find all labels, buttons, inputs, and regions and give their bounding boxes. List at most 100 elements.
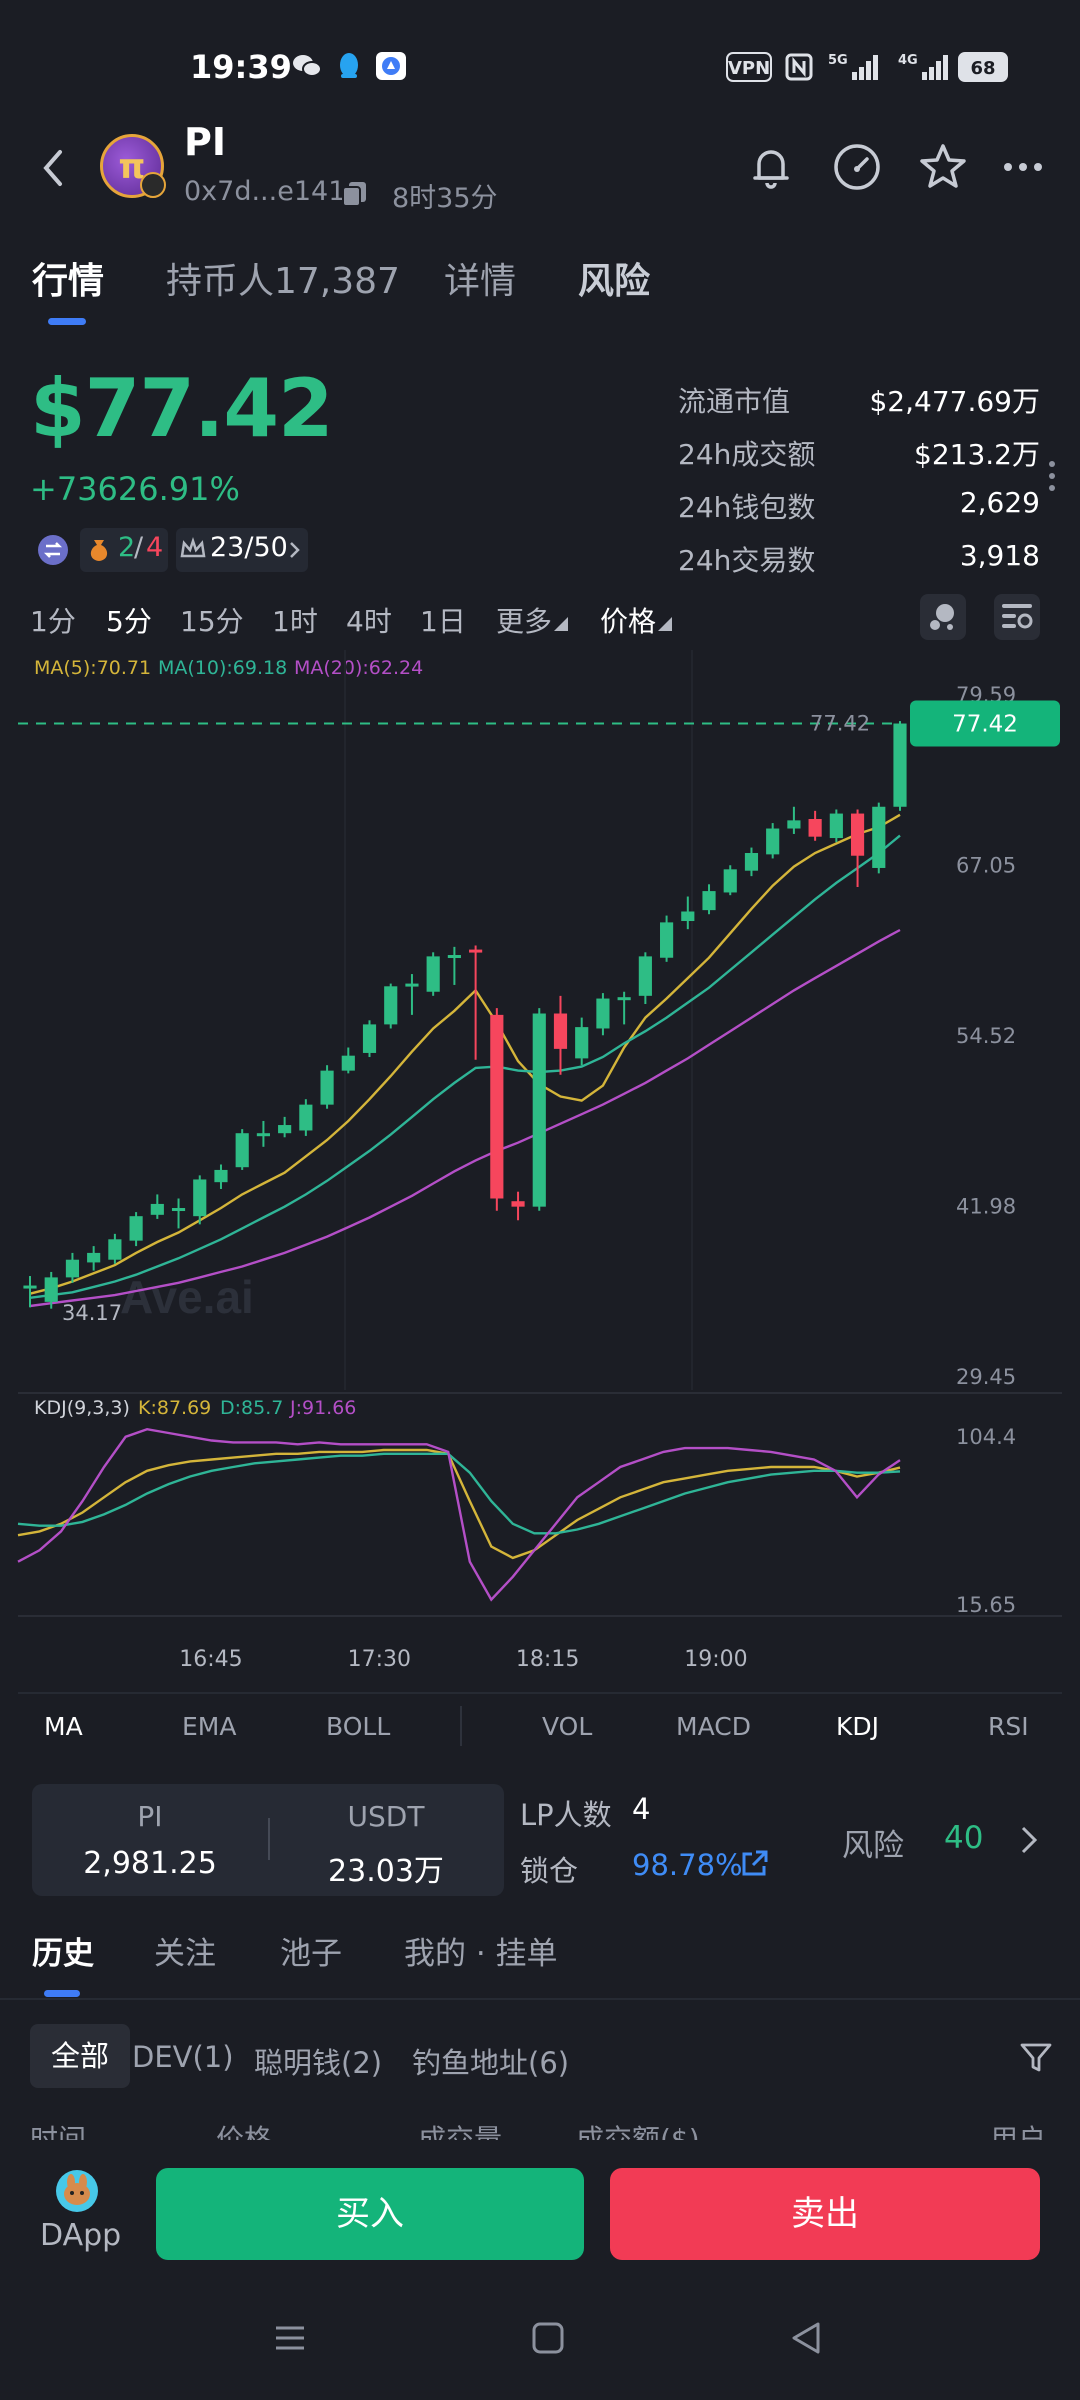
timeframe-15m[interactable]: 15分 bbox=[180, 605, 244, 638]
timeframe-1h[interactable]: 1时 bbox=[272, 605, 318, 638]
status-time: 19:39 bbox=[190, 48, 292, 86]
timeframe-more[interactable]: 更多 bbox=[496, 600, 569, 640]
indicator-ema[interactable]: EMA bbox=[182, 1712, 237, 1741]
indicator-vol[interactable]: VOL bbox=[542, 1712, 593, 1741]
stat-value-wallets: 2,629 bbox=[959, 486, 1040, 519]
candle-body bbox=[872, 806, 886, 868]
indicator-rsi[interactable]: RSI bbox=[988, 1712, 1029, 1741]
price-mode-label: 价格 bbox=[600, 605, 657, 638]
candle bbox=[702, 884, 716, 915]
menu-nav-icon[interactable] bbox=[270, 2318, 310, 2358]
tab-risk[interactable]: 风险 bbox=[578, 261, 651, 302]
filter-smart-money[interactable]: 聪明钱(2) bbox=[254, 2046, 383, 2080]
wechat-icon bbox=[292, 52, 322, 80]
timeframe-more-label: 更多 bbox=[496, 605, 553, 638]
holder-ratio-sep: / bbox=[134, 532, 144, 563]
filter-phishing[interactable]: 钓鱼地址(6) bbox=[412, 2046, 570, 2080]
dapp-icon[interactable] bbox=[56, 2170, 98, 2212]
holder-badge: 2 / 4 bbox=[80, 528, 168, 572]
timeframe-4h[interactable]: 4时 bbox=[346, 605, 392, 638]
candle-body bbox=[362, 1024, 377, 1053]
candle-body bbox=[744, 853, 759, 871]
candle bbox=[893, 721, 907, 811]
back-nav-icon[interactable] bbox=[786, 2318, 826, 2358]
subtab-watch[interactable]: 关注 bbox=[154, 1936, 216, 1972]
price-change: +73626.91% bbox=[30, 470, 240, 508]
token-age: 8时35分 bbox=[392, 183, 498, 214]
candle bbox=[362, 1020, 377, 1058]
candle-body bbox=[171, 1208, 186, 1212]
side-more-icon[interactable] bbox=[1046, 458, 1058, 494]
price-mode-select[interactable]: 价格 bbox=[600, 600, 673, 640]
back-icon[interactable] bbox=[34, 148, 74, 188]
lp-count: 4 bbox=[632, 1792, 651, 1826]
timeframe-1d[interactable]: 1日 bbox=[420, 605, 466, 638]
gauge-icon[interactable] bbox=[830, 140, 884, 194]
risk-score: 40 bbox=[944, 1820, 984, 1856]
subtab-active-indicator bbox=[44, 1990, 80, 1997]
price-chart[interactable]: Ave.ai 79.5967.0554.5241.9829.45104.415.… bbox=[0, 640, 1080, 1680]
subtab-pools[interactable]: 池子 bbox=[280, 1936, 342, 1972]
ma5-label: MA(5):70.71 bbox=[34, 657, 152, 679]
subtab-divider bbox=[0, 1998, 1080, 2000]
indicator-ma[interactable]: MA bbox=[44, 1712, 83, 1741]
candle bbox=[766, 823, 780, 859]
tab-details[interactable]: 详情 bbox=[444, 261, 517, 302]
candle-body bbox=[723, 869, 737, 893]
candle-body bbox=[617, 997, 631, 1001]
subtab-my-orders[interactable]: 我的 · 挂单 bbox=[404, 1936, 558, 1972]
candle-body bbox=[299, 1104, 313, 1131]
timeframe-5m[interactable]: 5分 bbox=[106, 605, 152, 638]
chart-settings-button[interactable] bbox=[994, 594, 1040, 640]
candle-body bbox=[447, 955, 461, 959]
indicator-macd[interactable]: MACD bbox=[676, 1712, 751, 1741]
home-nav-icon[interactable] bbox=[528, 2318, 568, 2358]
crown-icon bbox=[180, 537, 206, 558]
rank-badge[interactable]: 23/50 bbox=[176, 528, 308, 572]
filter-icon[interactable] bbox=[1018, 2040, 1054, 2076]
ma-line bbox=[29, 928, 901, 1308]
kdj-k-line bbox=[17, 1448, 901, 1560]
subtab-history[interactable]: 历史 bbox=[32, 1936, 94, 1972]
draw-tool-button[interactable] bbox=[920, 594, 966, 640]
candle-body bbox=[108, 1239, 122, 1260]
tab-market[interactable]: 行情 bbox=[32, 261, 105, 302]
stat-label-volume: 24h成交额 bbox=[678, 438, 816, 471]
indicator-boll[interactable]: BOLL bbox=[326, 1712, 391, 1741]
copy-icon[interactable] bbox=[340, 178, 370, 208]
candle bbox=[872, 802, 886, 874]
star-icon[interactable] bbox=[916, 140, 970, 194]
candle-body bbox=[320, 1070, 334, 1105]
candle bbox=[214, 1164, 228, 1189]
candle-body bbox=[150, 1203, 164, 1215]
candle bbox=[299, 1099, 313, 1136]
dapp-label[interactable]: DApp bbox=[40, 2218, 122, 2253]
sell-button[interactable]: 卖出 bbox=[610, 2168, 1040, 2260]
lock-value[interactable]: 98.78% bbox=[632, 1848, 743, 1882]
swap-icon bbox=[36, 528, 70, 572]
candle bbox=[235, 1129, 249, 1170]
x-tick-label: 18:15 bbox=[516, 1647, 579, 1672]
indicator-kdj[interactable]: KDJ bbox=[836, 1712, 880, 1741]
candle-body bbox=[23, 1285, 37, 1289]
filter-all[interactable]: 全部 bbox=[30, 2024, 130, 2088]
candle-body bbox=[787, 820, 801, 829]
candle bbox=[511, 1191, 525, 1221]
more-icon[interactable] bbox=[1000, 140, 1054, 194]
tab-holders[interactable]: 持币人17,387 bbox=[166, 261, 400, 302]
low-marker: 34.17 bbox=[62, 1301, 122, 1325]
candle bbox=[341, 1047, 355, 1074]
timeframe-1m[interactable]: 1分 bbox=[30, 605, 76, 638]
kdj-d-label: D:85.7 bbox=[220, 1397, 284, 1419]
buy-button[interactable]: 买入 bbox=[156, 2168, 584, 2260]
filter-dev[interactable]: DEV(1) bbox=[132, 2040, 234, 2074]
y-tick-label: 29.45 bbox=[956, 1365, 1016, 1389]
candle bbox=[278, 1116, 292, 1138]
risk-chevron-icon[interactable] bbox=[1018, 1822, 1040, 1858]
candle-body bbox=[384, 986, 398, 1025]
risk-label: 风险 bbox=[842, 1828, 904, 1864]
kdj-y-tick-label: 104.4 bbox=[956, 1425, 1016, 1449]
candle bbox=[617, 991, 631, 1025]
external-link-icon[interactable] bbox=[738, 1848, 770, 1880]
bell-icon[interactable] bbox=[744, 140, 798, 194]
